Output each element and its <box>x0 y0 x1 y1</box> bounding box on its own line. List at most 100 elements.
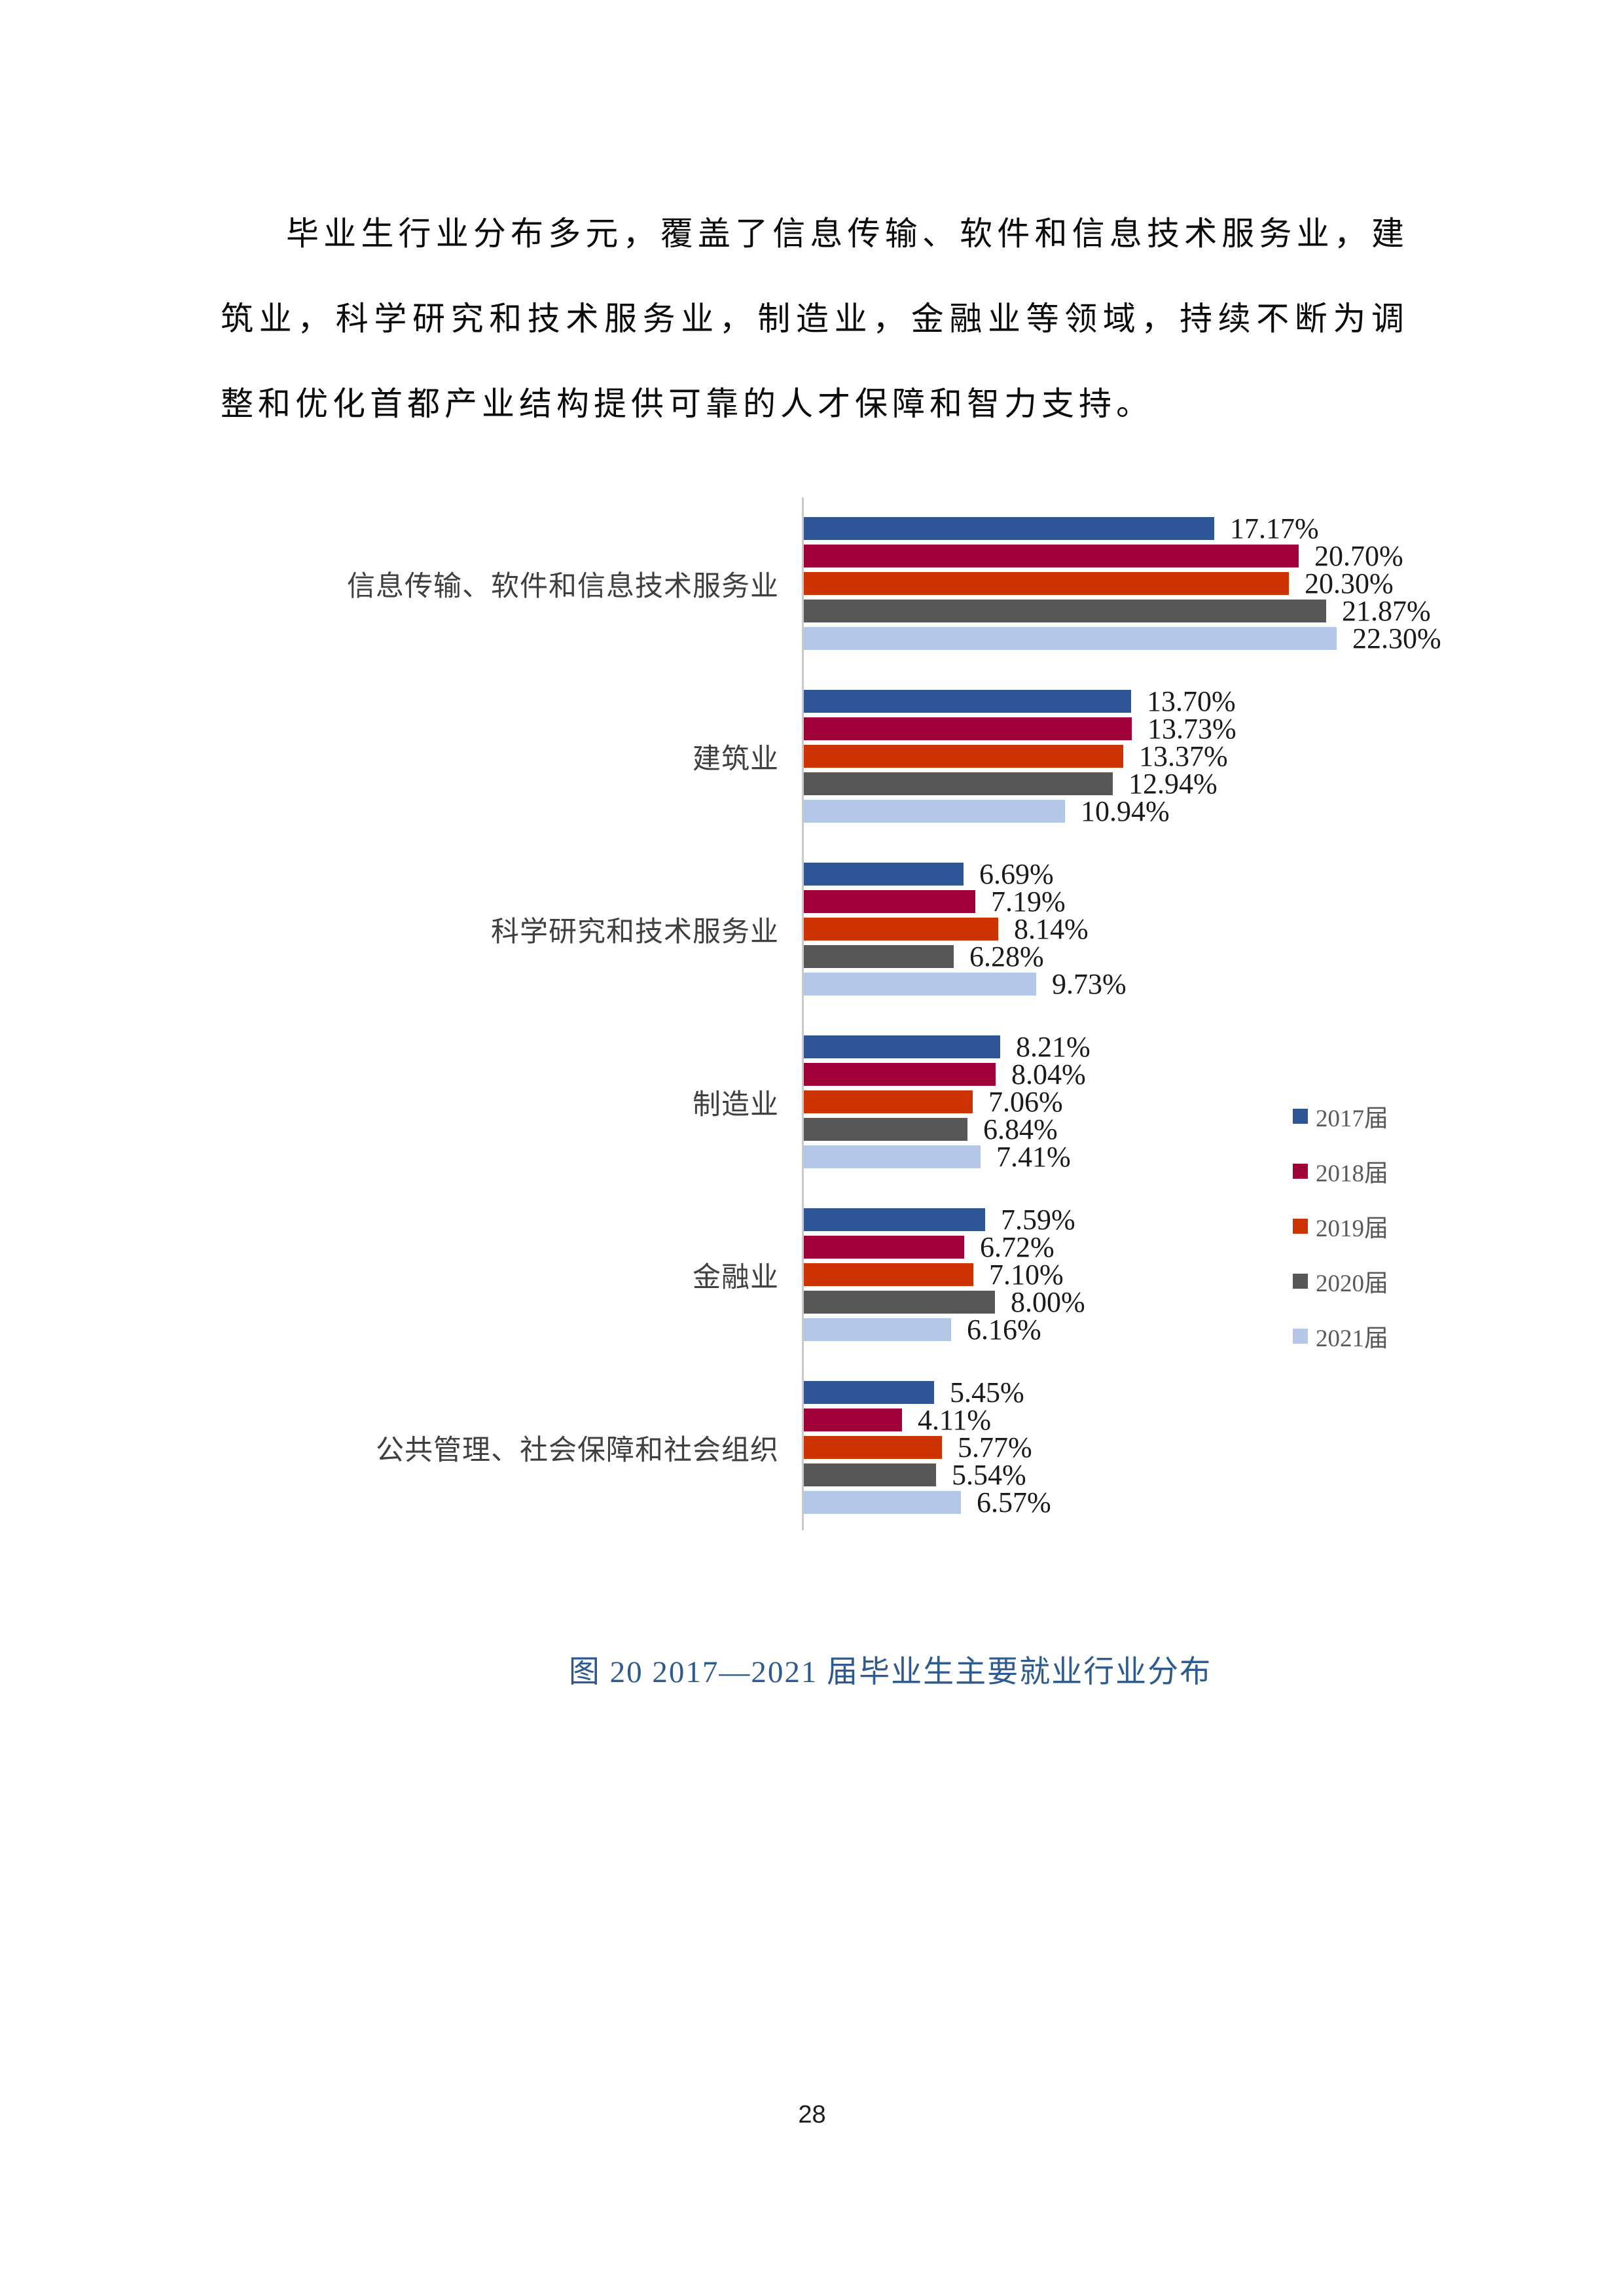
bar <box>804 918 998 941</box>
legend-label: 2018届 <box>1316 1160 1388 1187</box>
category-label: 科学研究和技术服务业 <box>491 916 779 948</box>
bar-value-label: 7.19% <box>991 885 1066 918</box>
bar-value-label: 9.73% <box>1052 967 1127 1000</box>
bar-row: 7.10% <box>804 1258 1085 1291</box>
category-label: 信息传输、软件和信息技术服务业 <box>347 571 779 602</box>
legend-swatch-icon <box>1293 1328 1308 1344</box>
bar-value-label: 6.16% <box>967 1313 1041 1346</box>
bar-stack: 8.21% 8.04% 7.06% 6.84% 7.41% <box>804 1032 1091 1173</box>
bar <box>804 1291 995 1314</box>
bar-value-label: 7.41% <box>996 1140 1071 1173</box>
legend-label: 2020届 <box>1316 1270 1388 1297</box>
bar-row: 7.41% <box>804 1142 1091 1171</box>
chart-legend: 2017届 2018届 2019届 2020届 2021届 <box>1293 1098 1388 1354</box>
bar-value-label: 5.77% <box>958 1431 1032 1463</box>
bar-value-label: 8.21% <box>1016 1030 1091 1063</box>
bar-row: 8.14% <box>804 914 1127 943</box>
legend-label: 2021届 <box>1316 1325 1388 1352</box>
figure-caption: 图 20 2017—2021 届毕业生主要就业行业分布 <box>568 1655 1212 1689</box>
bar-stack: 7.59% 6.72% 7.10% 8.00% 6.16% <box>804 1203 1085 1346</box>
bar <box>804 1145 981 1168</box>
chart-axis-line <box>802 497 804 1530</box>
legend-item: 2020届 <box>1293 1263 1388 1299</box>
bar-value-label: 6.57% <box>977 1486 1051 1518</box>
bar <box>804 1491 961 1514</box>
bar <box>804 745 1123 768</box>
legend-item: 2019届 <box>1293 1208 1388 1244</box>
industry-bar-chart: 2017届 2018届 2019届 2020届 2021届 信息传输、软件和信息技术服务… <box>223 497 1532 1545</box>
bar-row: 6.57% <box>804 1486 1051 1518</box>
bar-stack: 5.45% 4.11% 5.77% 5.54% 6.57% <box>804 1376 1051 1518</box>
bar-value-label: 6.72% <box>980 1230 1055 1263</box>
bar-value-label: 7.10% <box>989 1258 1064 1291</box>
legend-item: 2021届 <box>1293 1318 1388 1354</box>
bar-value-label: 21.87% <box>1342 594 1431 627</box>
bar-row: 13.70% <box>804 685 1236 717</box>
bar-value-label: 6.84% <box>983 1113 1058 1145</box>
bar-value-label: 8.04% <box>1011 1058 1086 1090</box>
bar <box>804 1263 973 1286</box>
category-label: 制造业 <box>693 1089 779 1121</box>
bar-value-label: 7.06% <box>988 1085 1063 1118</box>
bar <box>804 973 1036 996</box>
category-group: 建筑业 13.70% 13.73% 13.37% 12.94% 10.94% <box>223 687 1532 825</box>
bar-row: 12.94% <box>804 769 1236 798</box>
bar-row: 7.59% <box>804 1203 1085 1236</box>
bar <box>804 572 1289 595</box>
bar-row: 8.21% <box>804 1032 1091 1061</box>
bar-value-label: 13.37% <box>1139 740 1228 772</box>
bar <box>804 945 954 968</box>
bar-value-label: 10.94% <box>1081 795 1170 827</box>
bar-stack: 13.70% 13.73% 13.37% 12.94% 10.94% <box>804 685 1236 827</box>
bar <box>804 1208 985 1231</box>
bar <box>804 890 975 913</box>
bar-value-label: 4.11% <box>918 1403 992 1436</box>
bar <box>804 1436 942 1459</box>
bar-stack: 17.17% 20.70% 20.30% 21.87% 22.30% <box>804 514 1441 655</box>
category-label: 金融业 <box>693 1262 779 1293</box>
bar-row: 13.73% <box>804 714 1236 743</box>
category-group: 公共管理、社会保障和社会组织 5.45% 4.11% 5.77% 5.54% 6.57% <box>223 1378 1532 1516</box>
bar <box>804 517 1214 540</box>
bar-row: 8.04% <box>804 1058 1091 1090</box>
legend-label: 2019届 <box>1316 1215 1388 1242</box>
bar-value-label: 6.69% <box>979 857 1054 890</box>
legend-swatch-icon <box>1293 1218 1308 1234</box>
category-group: 金融业 7.59% 6.72% 7.10% 8.00% 6.16% <box>223 1205 1532 1344</box>
bar-row: 6.28% <box>804 940 1127 973</box>
page-number: 28 <box>798 2101 826 2128</box>
category-label: 建筑业 <box>693 744 779 775</box>
bar-row: 7.19% <box>804 885 1127 918</box>
bar-row: 17.17% <box>804 514 1441 543</box>
bar-row: 20.70% <box>804 541 1441 570</box>
bar-value-label: 13.70% <box>1147 685 1236 717</box>
bar-row: 6.72% <box>804 1230 1085 1263</box>
bar-value-label: 7.59% <box>1001 1203 1075 1236</box>
bar-value-label: 20.30% <box>1305 567 1394 600</box>
bar-value-label: 6.28% <box>969 940 1044 973</box>
legend-swatch-icon <box>1293 1163 1308 1179</box>
bar <box>804 627 1337 650</box>
bar <box>804 1118 967 1141</box>
bar <box>804 545 1299 567</box>
bar <box>804 1063 996 1086</box>
legend-item: 2018届 <box>1293 1153 1388 1189</box>
bar-value-label: 22.30% <box>1352 622 1441 655</box>
category-label: 公共管理、社会保障和社会组织 <box>376 1435 779 1466</box>
legend-swatch-icon <box>1293 1108 1308 1124</box>
legend-label: 2017届 <box>1316 1105 1388 1132</box>
bar-row: 4.11% <box>804 1405 1051 1434</box>
bar <box>804 1381 934 1404</box>
bar-row: 5.77% <box>804 1431 1051 1463</box>
bar-row: 5.54% <box>804 1460 1051 1489</box>
bar-row: 20.30% <box>804 567 1441 600</box>
bar-row: 6.69% <box>804 857 1127 890</box>
bar <box>804 1463 936 1486</box>
bar <box>804 1318 951 1341</box>
bar-row: 5.45% <box>804 1376 1051 1408</box>
bar-row: 22.30% <box>804 622 1441 655</box>
bar-value-label: 5.45% <box>950 1376 1024 1408</box>
bar <box>804 800 1065 823</box>
bar-row: 8.00% <box>804 1287 1085 1316</box>
